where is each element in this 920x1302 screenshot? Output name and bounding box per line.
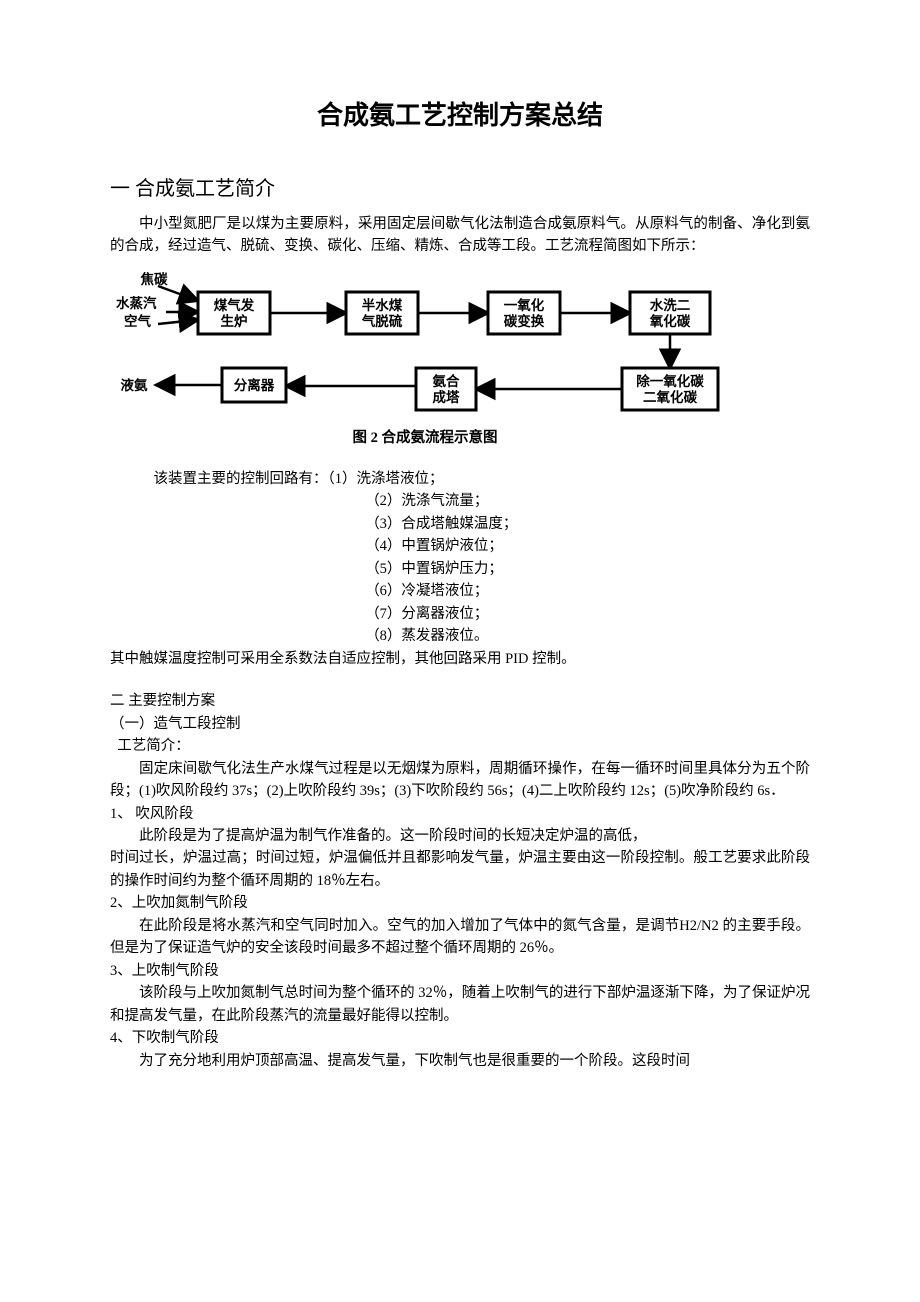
section-2-sub1-para: 固定床间歇气化法生产水煤气过程是以无烟煤为原料，周期循环操作，在每一循环时间里具…: [110, 758, 810, 803]
flow-node-separator-l1: 分离器: [234, 377, 275, 393]
flow-node-wash-l2: 氧化碳: [649, 313, 691, 329]
loop-item-1: （1）洗涤塔液位；: [328, 471, 444, 487]
flow-node-synth-l2: 成塔: [433, 389, 460, 405]
control-loop-list: 该装置主要的控制回路有：（1）洗涤塔液位； （2）洗涤气流量； （3）合成塔触媒…: [110, 468, 810, 648]
flow-arrow-in-coke: [158, 286, 196, 300]
stage-3-heading: 3、上吹制气阶段: [110, 960, 810, 982]
loop-item-8: （8）蒸发器液位。: [110, 625, 810, 647]
loop-intro-line: 该装置主要的控制回路有：（1）洗涤塔液位；: [110, 468, 810, 490]
flow-node-synth-l1: 氨合: [433, 373, 460, 389]
flow-input-coke: 焦碳: [140, 271, 168, 287]
document-title: 合成氨工艺控制方案总结: [110, 95, 810, 132]
flow-node-desulfur-l2: 气脱硫: [361, 313, 403, 329]
flow-node-wash-l1: 水洗二: [650, 297, 691, 313]
flow-node-furnace-l2: 生炉: [221, 313, 248, 329]
flow-input-air: 空气: [124, 313, 151, 329]
flow-node-remove-l1: 除一氧化碳: [636, 373, 704, 389]
section-2-heading: 二 主要控制方案: [110, 690, 810, 712]
stage-1-para-2: 时间过长，炉温过高；时间过短，炉温偏低并且都影响发气量，炉温主要由这一阶段控制。…: [110, 847, 810, 892]
flow-input-steam: 水蒸汽: [116, 295, 157, 311]
loop-note: 其中触媒温度控制可采用全系数法自适应控制，其他回路采用 PID 控制。: [110, 648, 810, 670]
section-1-heading: 一 合成氨工艺简介: [110, 172, 810, 201]
flowchart-caption: 图 2 合成氨流程示意图: [353, 428, 498, 446]
loop-item-2: （2）洗涤气流量；: [110, 490, 810, 512]
flowchart-svg: 焦碳 水蒸汽 空气 煤气发 生炉 半水煤 气脱硫 一氧化 碳变换 水洗二 氧化碳: [110, 264, 740, 464]
stage-4-heading: 4、下吹制气阶段: [110, 1027, 810, 1049]
stage-1-para-1: 此阶段是为了提高炉温为制气作准备的。这一阶段时间的长短决定炉温的高低，: [110, 825, 810, 847]
stage-3-para: 该阶段与上吹加氮制气总时间为整个循环的 32％，随着上吹制气的进行下部炉温逐渐下…: [110, 982, 810, 1027]
stage-2-para: 在此阶段是将水蒸汽和空气同时加入。空气的加入增加了气体中的氮气含量，是调节H2/…: [110, 915, 810, 960]
section-2-sub1-label: 工艺简介：: [110, 735, 810, 757]
loop-item-7: （7）分离器液位；: [110, 603, 810, 625]
section-1-paragraph: 中小型氮肥厂是以煤为主要原料，采用固定层间歇气化法制造合成氨原料气。从原料气的制…: [110, 213, 810, 258]
flow-node-shift-l1: 一氧化: [504, 297, 545, 313]
loop-item-3: （3）合成塔触媒温度；: [110, 513, 810, 535]
flow-output-label: 液氨: [121, 377, 148, 393]
loop-item-5: （5）中置锅炉压力；: [110, 558, 810, 580]
flow-arrow-in-air: [158, 320, 196, 324]
flow-node-remove-l2: 二氧化碳: [643, 389, 697, 405]
document-page: 合成氨工艺控制方案总结 一 合成氨工艺简介 中小型氮肥厂是以煤为主要原料，采用固…: [0, 0, 920, 1302]
flow-node-furnace-l1: 煤气发: [214, 297, 255, 313]
flow-node-desulfur-l1: 半水煤: [362, 297, 403, 313]
stage-2-heading: 2、上吹加氮制气阶段: [110, 892, 810, 914]
loop-item-4: （4）中置锅炉液位；: [110, 535, 810, 557]
flow-node-shift-l2: 碳变换: [504, 313, 545, 329]
flowchart-diagram: 焦碳 水蒸汽 空气 煤气发 生炉 半水煤 气脱硫 一氧化 碳变换 水洗二 氧化碳: [110, 264, 810, 464]
section-2-sub1-heading: （一）造气工段控制: [110, 713, 810, 735]
stage-4-para: 为了充分地利用炉顶部高温、提高发气量，下吹制气也是很重要的一个阶段。这段时间: [110, 1050, 810, 1072]
stage-1-heading: 1、 吹风阶段: [110, 803, 810, 825]
loop-item-6: （6）冷凝塔液位；: [110, 580, 810, 602]
loop-intro: 该装置主要的控制回路有：: [154, 471, 328, 487]
